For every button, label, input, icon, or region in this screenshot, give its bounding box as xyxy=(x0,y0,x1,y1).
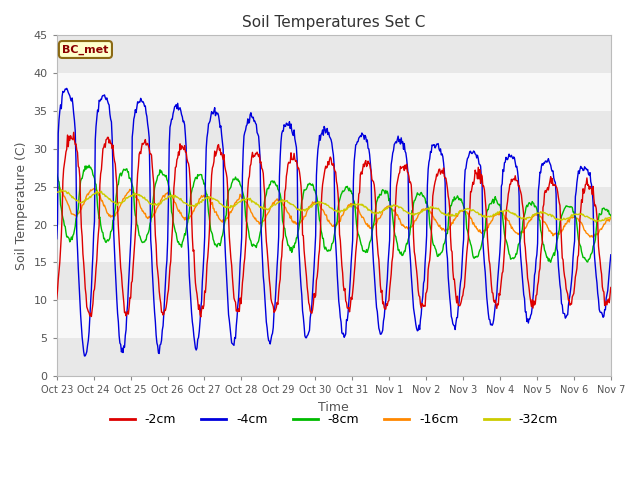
Bar xyxy=(57,263,611,300)
Bar xyxy=(57,300,611,338)
X-axis label: Time: Time xyxy=(318,400,349,413)
Bar xyxy=(57,73,611,111)
Title: Soil Temperatures Set C: Soil Temperatures Set C xyxy=(242,15,426,30)
Bar xyxy=(57,36,611,73)
Bar xyxy=(57,149,611,187)
Bar xyxy=(57,187,611,225)
Bar xyxy=(57,111,611,149)
Legend: -2cm, -4cm, -8cm, -16cm, -32cm: -2cm, -4cm, -8cm, -16cm, -32cm xyxy=(104,408,563,431)
Bar xyxy=(57,338,611,376)
Text: BC_met: BC_met xyxy=(62,44,109,55)
Bar xyxy=(57,225,611,263)
Y-axis label: Soil Temperature (C): Soil Temperature (C) xyxy=(15,142,28,270)
